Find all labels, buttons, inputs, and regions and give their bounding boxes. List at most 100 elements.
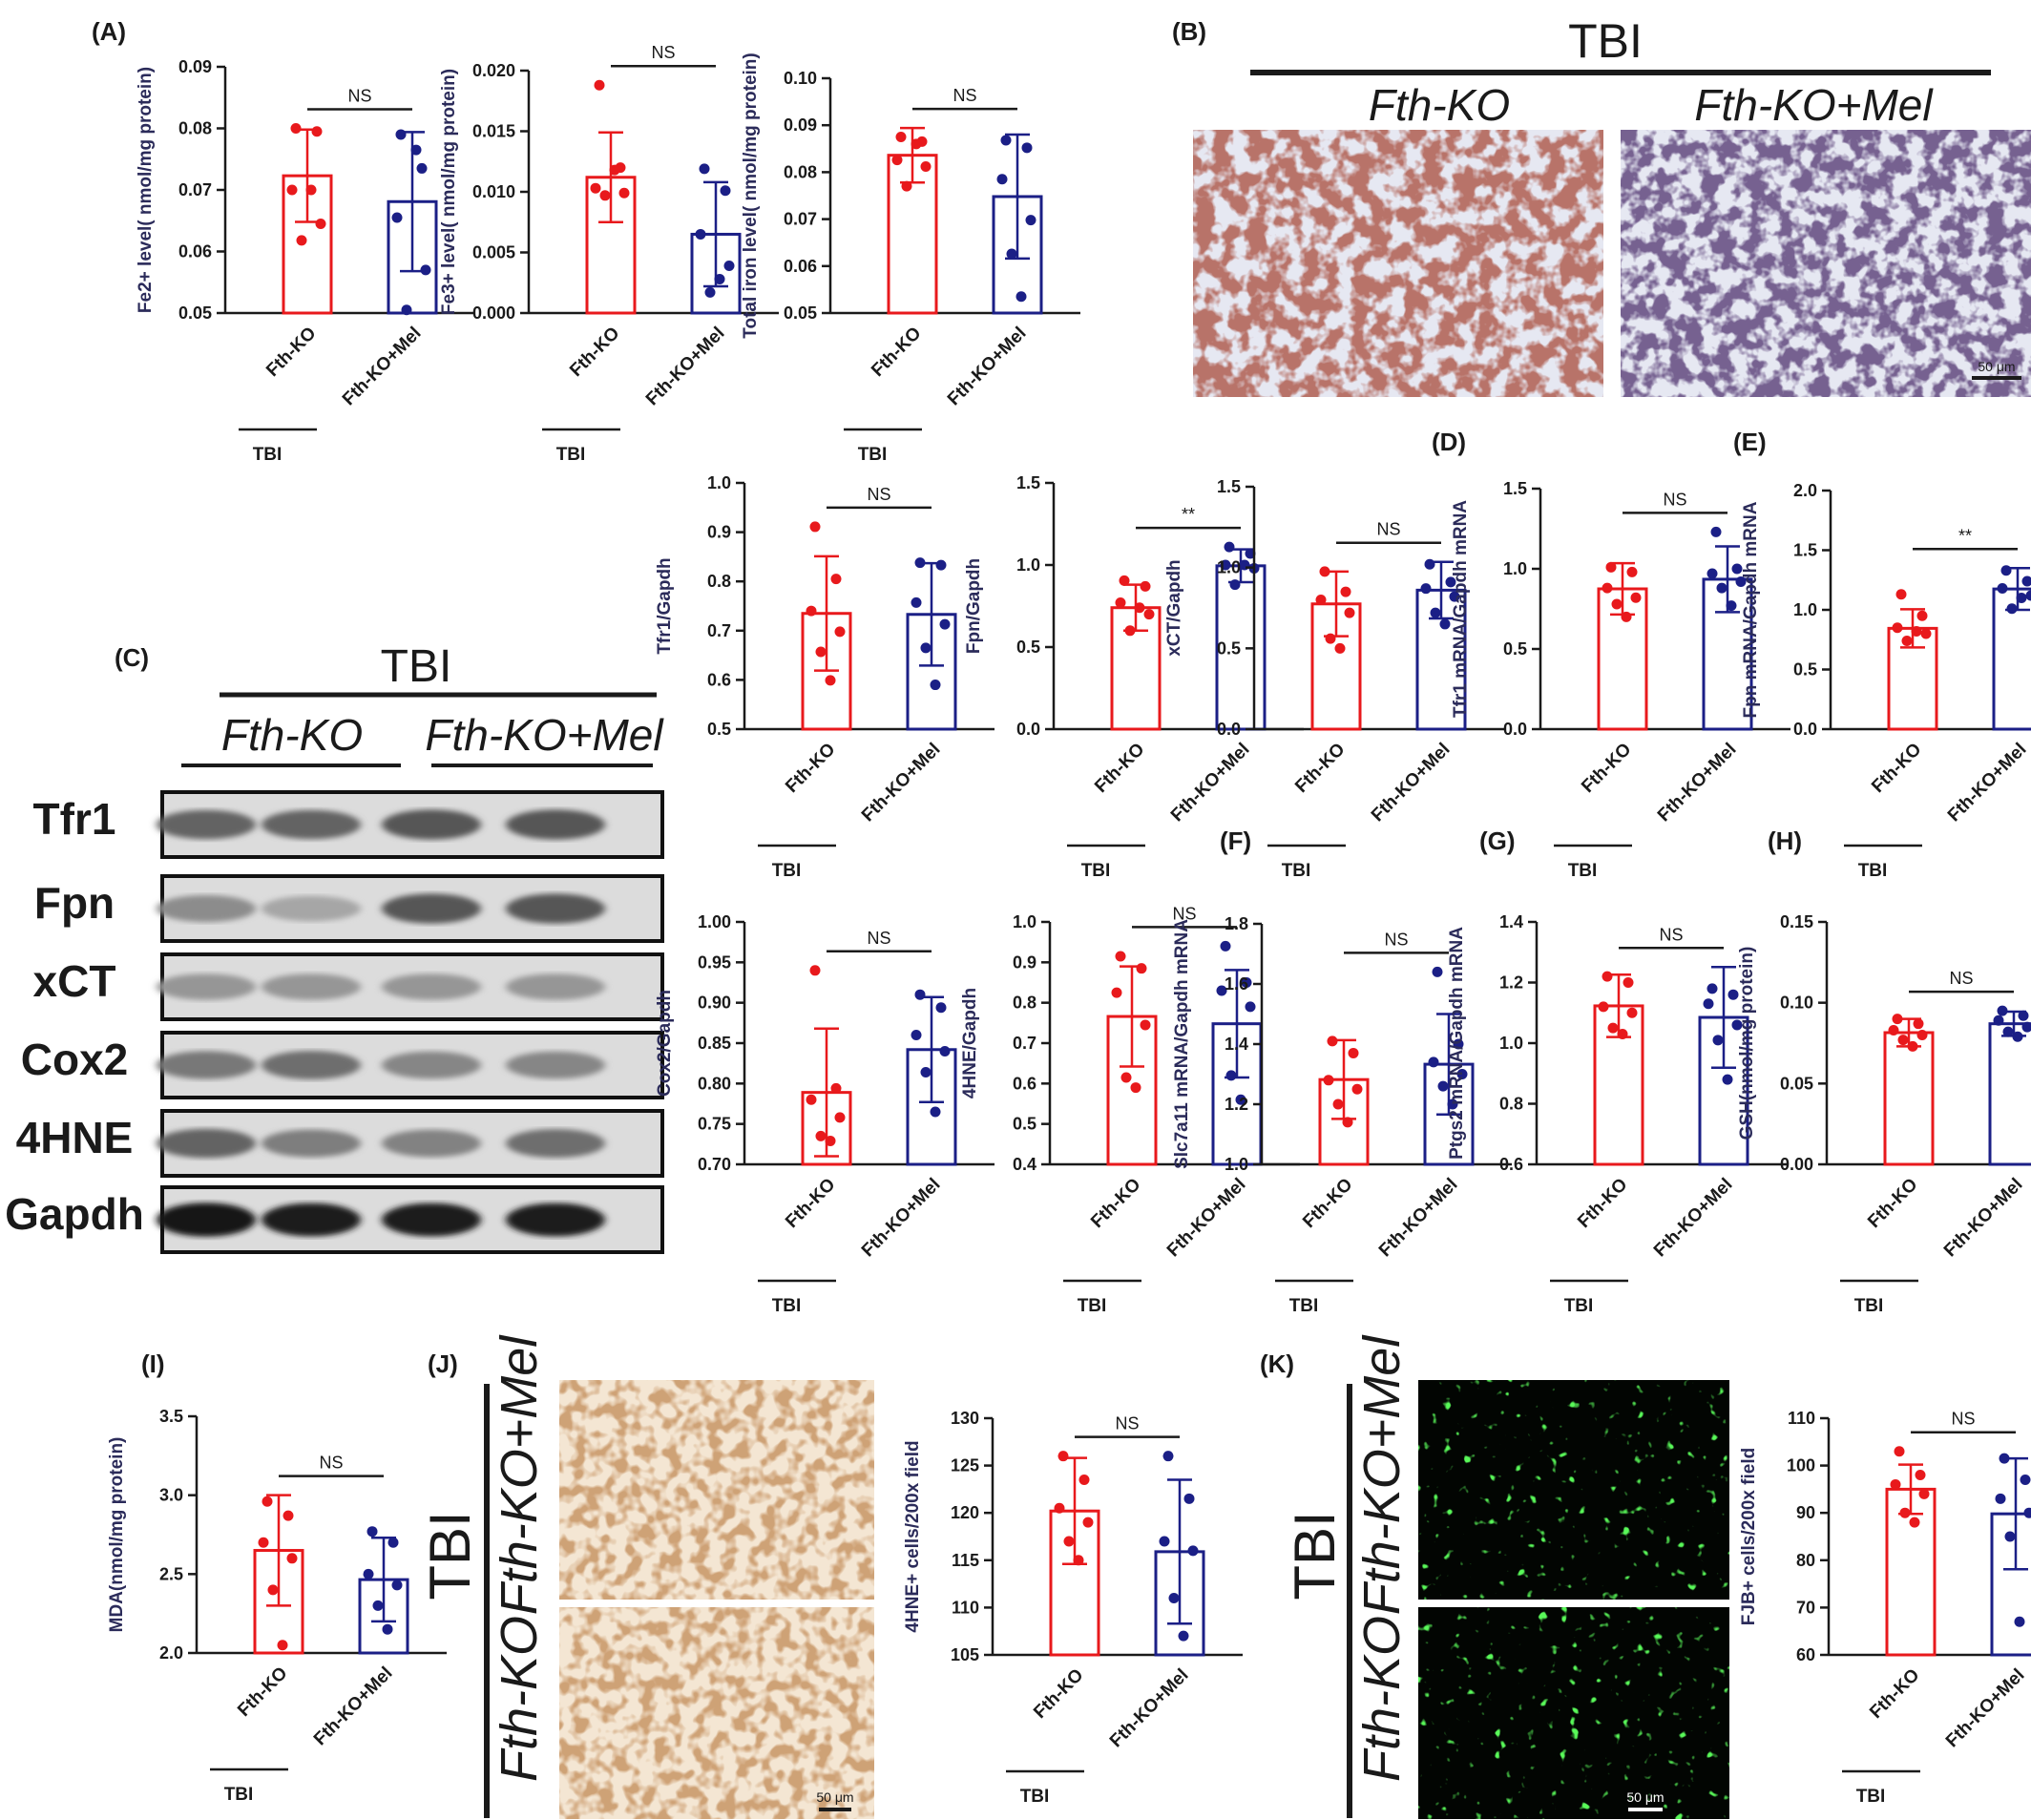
k-row-mel: Fth-KO+Mel (1353, 1334, 1411, 1616)
data-point (1993, 1015, 2004, 1026)
blot-band (262, 1203, 361, 1237)
data-point (1899, 1507, 1911, 1518)
chart-c2: 0.0 0.5 1.0 1.5 Fpn/Gapdh ** Fth-KO Fth-KO+Mel T… (964, 473, 1304, 881)
y-tick-label: 0.07 (178, 180, 212, 199)
data-point (286, 1553, 298, 1564)
data-point (1722, 1074, 1733, 1085)
x-tick-label: Fth-KO (1291, 740, 1349, 797)
data-point (410, 144, 422, 156)
significance-label: NS (1172, 904, 1196, 923)
data-point (1449, 591, 1460, 602)
y-tick-label: 0.7 (1013, 1034, 1036, 1053)
panel-k: (K) TBI Fth-KO+Mel Fth-KO 50 μm (1260, 1334, 1729, 1819)
data-point (1115, 951, 1126, 962)
data-point (372, 1600, 384, 1611)
group-label: TBI (858, 445, 888, 465)
data-point (1134, 602, 1145, 614)
data-point (1611, 598, 1623, 610)
y-tick-label: 0.015 (472, 122, 515, 141)
blot-protein-label: Tfr1 (33, 794, 116, 844)
blot-band (506, 1129, 605, 1158)
panel-label: (H) (1768, 826, 1802, 855)
blot-band (262, 809, 361, 840)
group-label: TBI (1564, 1296, 1594, 1316)
y-tick-label: 115 (952, 1551, 979, 1570)
x-tick-label: Fth-KO (782, 740, 839, 797)
data-point (939, 618, 951, 630)
y-tick-label: 0.00 (1780, 1155, 1813, 1174)
y-tick-label: 0.0 (1503, 720, 1527, 739)
data-point (939, 1045, 951, 1056)
x-tick-label: Fth-KO+Mel (1654, 740, 1741, 826)
x-tick-label: Fth-KO+Mel (1375, 1175, 1462, 1262)
y-tick-label: 0.05 (178, 303, 212, 323)
group-label: TBI (1289, 1296, 1319, 1316)
j-scale-label: 50 μm (816, 1789, 853, 1805)
data-point (1159, 1536, 1170, 1547)
y-tick-label: 0.08 (784, 162, 817, 181)
data-point (590, 182, 601, 194)
data-point (1119, 575, 1130, 586)
x-tick-label: Fth-KO+Mel (1368, 740, 1455, 826)
k-scale-label: 50 μm (1626, 1789, 1664, 1805)
y-tick-label: 60 (1796, 1645, 1815, 1664)
data-point (911, 1030, 922, 1041)
data-point (1911, 626, 1922, 637)
data-point (1162, 1451, 1174, 1462)
j-title: TBI (418, 1511, 482, 1600)
x-tick-label: Fth-KO (782, 1175, 839, 1232)
chart-c1: 0.5 0.6 0.7 0.8 0.9 1.0 Tfr1/Gapdh NS Fth-KO Fth-… (655, 473, 995, 881)
data-point (1235, 1094, 1246, 1105)
data-point (1447, 1098, 1458, 1110)
x-tick-label: Fth-KO+Mel (1167, 740, 1254, 826)
significance-label: NS (319, 1454, 343, 1473)
panel-label: (F) (1220, 826, 1251, 855)
data-point (277, 1640, 288, 1651)
y-axis-label: Ptgs2 mRNA/Gapdh mRNA (1447, 927, 1467, 1160)
y-tick-label: 0.10 (1780, 994, 1813, 1013)
blot-band (157, 973, 256, 1000)
x-tick-label: Fth-KO (566, 324, 623, 381)
data-point (1245, 1001, 1256, 1013)
b-micrograph-mel-stain (1621, 130, 2031, 397)
blot-row: Fpn (34, 874, 664, 943)
data-point (825, 1135, 836, 1146)
data-point (296, 235, 307, 246)
y-tick-label: 0.06 (784, 257, 817, 276)
data-point (1915, 1470, 1926, 1481)
y-tick-label: 0.80 (698, 1074, 731, 1093)
chart-a1: 0.05 0.06 0.07 0.08 0.09 Fe2+ level( nmol/mg … (92, 17, 475, 465)
x-tick-label: Fth-KO (1578, 740, 1635, 797)
y-tick-label: 1.0 (1225, 1155, 1248, 1174)
y-axis-label: Slc7a11 mRNA/Gapdh mRNA (1172, 919, 1192, 1169)
y-tick-label: 0.10 (784, 69, 817, 88)
y-tick-label: 0.05 (1780, 1074, 1813, 1093)
x-tick-label: Fth-KO (234, 1663, 291, 1721)
y-tick-label: 0.0 (1793, 720, 1817, 739)
y-tick-label: 1.5 (1016, 473, 1040, 492)
data-point (1225, 1070, 1237, 1081)
x-tick-label: Fth-KO (1299, 1175, 1356, 1232)
data-point (401, 304, 412, 316)
data-point (1073, 1555, 1084, 1566)
blot-protein-label: xCT (33, 956, 116, 1006)
data-point (1997, 583, 2008, 594)
y-axis-label: xCT/Gapdh (1164, 559, 1184, 656)
blot-band (157, 1203, 256, 1237)
y-tick-label: 1.0 (1013, 912, 1036, 931)
data-point (1621, 611, 1632, 622)
y-tick-label: 0.5 (1503, 639, 1527, 659)
data-point (599, 190, 611, 201)
significance-label: NS (867, 929, 890, 948)
data-point (1897, 1035, 1909, 1046)
panel-b: (B) TBI Fth-KO Fth-KO+Mel 50 μm (1172, 14, 2031, 397)
y-tick-label: 0.07 (784, 210, 817, 229)
data-point (2012, 1031, 2023, 1042)
data-point (935, 559, 947, 571)
blot-band (262, 1051, 361, 1079)
panel-c-western: (C) TBI Fth-KO Fth-KO+Mel Tfr1 Fpn xCT Cox2… (5, 641, 664, 1254)
data-point (1598, 1001, 1609, 1013)
blot-band (382, 809, 481, 840)
x-tick-label: Fth-KO (1574, 1175, 1631, 1232)
y-tick-label: 0.020 (472, 61, 515, 80)
